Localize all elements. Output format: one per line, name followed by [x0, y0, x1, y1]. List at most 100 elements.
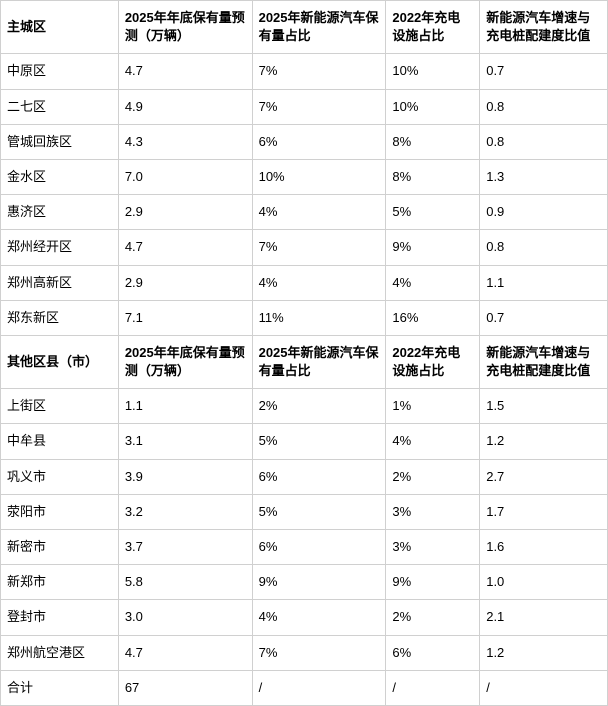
- table-header-row-2: 其他区县（市） 2025年年底保有量预测（万辆） 2025年新能源汽车保有量占比…: [1, 335, 608, 388]
- table-row: 管城回族区 4.3 6% 8% 0.8: [1, 124, 608, 159]
- header-cell: 2025年新能源汽车保有量占比: [252, 335, 386, 388]
- cell: 3%: [386, 530, 480, 565]
- cell: 9%: [386, 565, 480, 600]
- cell: 4.7: [118, 54, 252, 89]
- header-cell: 新能源汽车增速与充电桩配建度比值: [480, 335, 608, 388]
- cell: 郑州航空港区: [1, 635, 119, 670]
- cell: 7%: [252, 230, 386, 265]
- cell: 新郑市: [1, 565, 119, 600]
- cell: 6%: [252, 530, 386, 565]
- cell: 4.7: [118, 635, 252, 670]
- cell: 巩义市: [1, 459, 119, 494]
- cell: 16%: [386, 300, 480, 335]
- cell: 4.3: [118, 124, 252, 159]
- cell: 9%: [386, 230, 480, 265]
- table-row: 新密市 3.7 6% 3% 1.6: [1, 530, 608, 565]
- cell: 6%: [252, 459, 386, 494]
- cell: 荥阳市: [1, 494, 119, 529]
- cell: 2%: [252, 389, 386, 424]
- cell: 5%: [252, 494, 386, 529]
- cell: 5%: [386, 195, 480, 230]
- cell: 1.2: [480, 635, 608, 670]
- cell: 1.7: [480, 494, 608, 529]
- cell: 惠济区: [1, 195, 119, 230]
- cell: 郑州高新区: [1, 265, 119, 300]
- cell: 10%: [386, 54, 480, 89]
- cell: 郑州经开区: [1, 230, 119, 265]
- cell: 8%: [386, 159, 480, 194]
- header-cell: 2025年年底保有量预测（万辆）: [118, 1, 252, 54]
- cell: 中牟县: [1, 424, 119, 459]
- cell: 1.6: [480, 530, 608, 565]
- cell: 4%: [252, 600, 386, 635]
- table-row: 合计 67 / / /: [1, 670, 608, 705]
- cell: 9%: [252, 565, 386, 600]
- cell: 4%: [252, 265, 386, 300]
- cell: 7%: [252, 89, 386, 124]
- cell: 7.0: [118, 159, 252, 194]
- header-cell: 主城区: [1, 1, 119, 54]
- cell: 上街区: [1, 389, 119, 424]
- table-body: 主城区 2025年年底保有量预测（万辆） 2025年新能源汽车保有量占比 202…: [1, 1, 608, 706]
- table-row: 上街区 1.1 2% 1% 1.5: [1, 389, 608, 424]
- header-cell: 2025年年底保有量预测（万辆）: [118, 335, 252, 388]
- cell: 4.7: [118, 230, 252, 265]
- table-row: 新郑市 5.8 9% 9% 1.0: [1, 565, 608, 600]
- cell: 0.7: [480, 54, 608, 89]
- header-cell: 2022年充电设施占比: [386, 1, 480, 54]
- cell: 2%: [386, 600, 480, 635]
- cell: 6%: [386, 635, 480, 670]
- cell: 4.9: [118, 89, 252, 124]
- cell: 3.7: [118, 530, 252, 565]
- cell: 1.1: [118, 389, 252, 424]
- cell: 2.7: [480, 459, 608, 494]
- cell: 中原区: [1, 54, 119, 89]
- cell: 0.8: [480, 230, 608, 265]
- cell: 8%: [386, 124, 480, 159]
- cell: 5%: [252, 424, 386, 459]
- table-row: 金水区 7.0 10% 8% 1.3: [1, 159, 608, 194]
- cell: 3.0: [118, 600, 252, 635]
- table-row: 二七区 4.9 7% 10% 0.8: [1, 89, 608, 124]
- cell: 2.9: [118, 195, 252, 230]
- cell: 7%: [252, 635, 386, 670]
- cell: 管城回族区: [1, 124, 119, 159]
- header-cell: 新能源汽车增速与充电桩配建度比值: [480, 1, 608, 54]
- cell: 7%: [252, 54, 386, 89]
- cell: 3%: [386, 494, 480, 529]
- cell: 2%: [386, 459, 480, 494]
- cell: 67: [118, 670, 252, 705]
- data-table: 主城区 2025年年底保有量预测（万辆） 2025年新能源汽车保有量占比 202…: [0, 0, 608, 706]
- cell: 10%: [252, 159, 386, 194]
- cell: 10%: [386, 89, 480, 124]
- header-cell: 2025年新能源汽车保有量占比: [252, 1, 386, 54]
- cell: 4%: [386, 265, 480, 300]
- cell: 合计: [1, 670, 119, 705]
- cell: 1.2: [480, 424, 608, 459]
- table-row: 惠济区 2.9 4% 5% 0.9: [1, 195, 608, 230]
- table-row: 巩义市 3.9 6% 2% 2.7: [1, 459, 608, 494]
- table-row: 郑州高新区 2.9 4% 4% 1.1: [1, 265, 608, 300]
- cell: 金水区: [1, 159, 119, 194]
- cell: 0.8: [480, 89, 608, 124]
- cell: 6%: [252, 124, 386, 159]
- cell: 4%: [252, 195, 386, 230]
- cell: /: [252, 670, 386, 705]
- cell: 11%: [252, 300, 386, 335]
- cell: 1%: [386, 389, 480, 424]
- header-cell: 2022年充电设施占比: [386, 335, 480, 388]
- table-row: 郑州经开区 4.7 7% 9% 0.8: [1, 230, 608, 265]
- cell: 1.0: [480, 565, 608, 600]
- cell: /: [386, 670, 480, 705]
- table-row: 登封市 3.0 4% 2% 2.1: [1, 600, 608, 635]
- cell: 0.9: [480, 195, 608, 230]
- cell: 郑东新区: [1, 300, 119, 335]
- cell: 7.1: [118, 300, 252, 335]
- cell: 1.3: [480, 159, 608, 194]
- table-row: 郑东新区 7.1 11% 16% 0.7: [1, 300, 608, 335]
- cell: 新密市: [1, 530, 119, 565]
- cell: 2.1: [480, 600, 608, 635]
- table-header-row-1: 主城区 2025年年底保有量预测（万辆） 2025年新能源汽车保有量占比 202…: [1, 1, 608, 54]
- cell: 登封市: [1, 600, 119, 635]
- table-row: 中原区 4.7 7% 10% 0.7: [1, 54, 608, 89]
